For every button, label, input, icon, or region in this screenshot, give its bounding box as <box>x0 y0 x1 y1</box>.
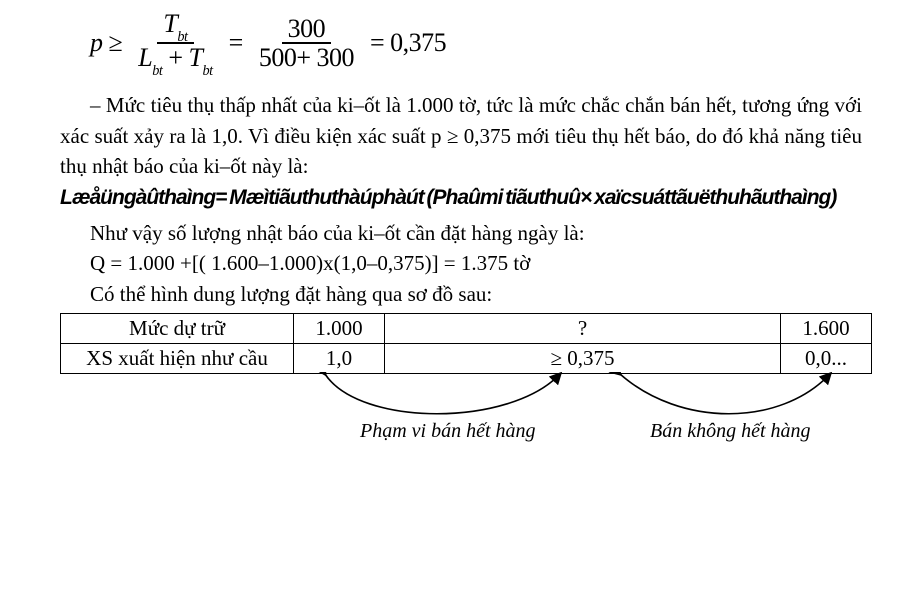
frac1-den-r: T <box>189 43 203 72</box>
paragraph-1: – Mức tiêu thụ thấp nhất của ki–ốt là 1.… <box>60 90 862 181</box>
table-row: XS xuất hiện như cầu 1,0 ≥ 0,375 0,0... <box>61 344 872 374</box>
formula-eq2: = <box>370 28 384 58</box>
formula-result: 0,375 <box>390 28 446 58</box>
cell-r1c4: 1.600 <box>781 314 872 344</box>
reserve-table: Mức dự trữ 1.000 ? 1.600 XS xuất hiện nh… <box>60 313 872 374</box>
cell-r2c2: 1,0 <box>294 344 385 374</box>
formula: p ≥ Tbt Lbt + Tbt = 300 500+ 300 = 0,375 <box>90 10 872 76</box>
paragraph-3: Có thể hình dung lượng đặt hàng qua sơ đ… <box>90 279 872 309</box>
table-row: Mức dự trữ 1.000 ? 1.600 <box>61 314 872 344</box>
frac2-den: 500+ 300 <box>253 44 360 71</box>
caption-right: Bán không hết hàng <box>650 420 811 443</box>
formula-eq1: = <box>229 28 243 58</box>
formula-relation: ≥ <box>109 28 123 58</box>
cell-r1c2: 1.000 <box>294 314 385 344</box>
cell-r2c4: 0,0... <box>781 344 872 374</box>
frac1-den-l-sub: bt <box>152 63 162 79</box>
caption-left: Phạm vi bán hết hàng <box>360 420 536 443</box>
arc-left <box>325 374 560 414</box>
paragraph-2: Như vậy số lượng nhật báo của ki–ốt cần … <box>90 218 872 248</box>
arc-right <box>620 374 830 414</box>
fraction-1: Tbt Lbt + Tbt <box>132 10 218 76</box>
frac1-num-var: T <box>163 9 177 38</box>
cell-r2c3: ≥ 0,375 <box>385 344 781 374</box>
frac2-num: 300 <box>282 15 332 44</box>
cell-r1c1: Mức dự trữ <box>61 314 294 344</box>
cell-r1c3: ? <box>385 314 781 344</box>
fraction-2: 300 500+ 300 <box>253 15 360 72</box>
frac1-plus: + <box>168 43 182 72</box>
cell-r2c1: XS xuất hiện như cầu <box>61 344 294 374</box>
arrows-diagram: Phạm vi bán hết hàng Bán không hết hàng <box>60 372 872 462</box>
bold-equation-line: Læåüngàûthaìng= Mæìtiãuthuthàúphàút (Pha… <box>60 186 872 210</box>
frac1-den-l: L <box>138 43 152 72</box>
formula-var: p <box>90 28 103 58</box>
arrows-svg <box>60 372 880 462</box>
q-line: Q = 1.000 +[( 1.600–1.000)x(1,0–0,375)] … <box>90 248 872 278</box>
frac1-num-sub: bt <box>177 29 187 45</box>
frac1-den-r-sub: bt <box>203 63 213 79</box>
